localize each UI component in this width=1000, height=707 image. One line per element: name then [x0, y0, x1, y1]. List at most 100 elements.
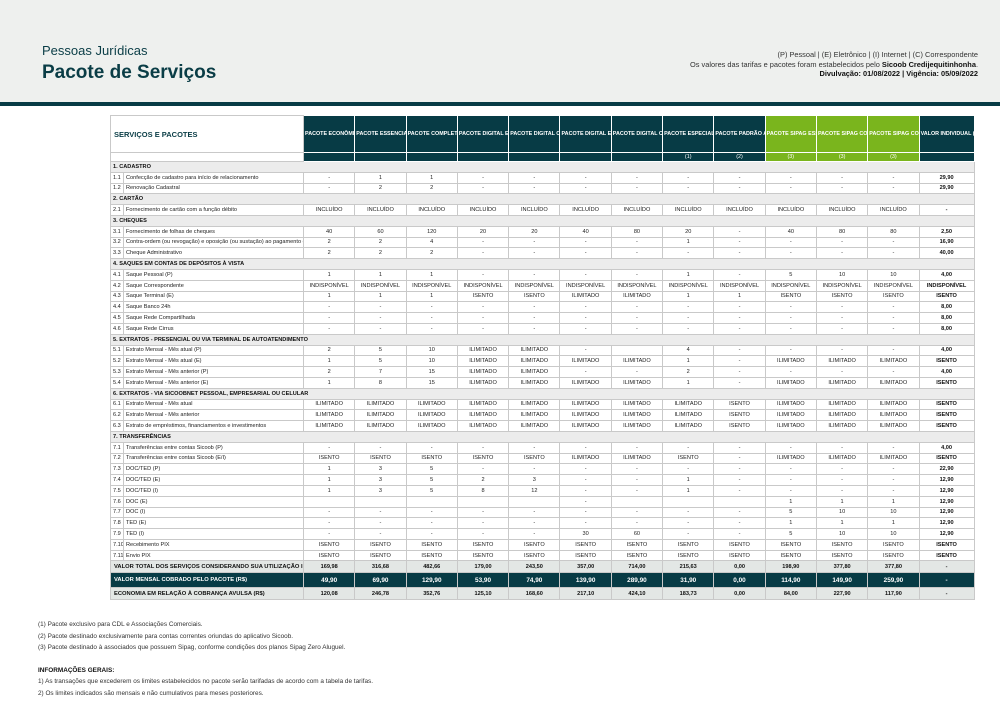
- value-cell: -: [456, 517, 510, 530]
- marker-row: (1) (2) (3) (3) (3): [110, 152, 975, 162]
- value-cell: 4: [662, 344, 715, 357]
- individual-value-cell: 4,00: [918, 441, 975, 454]
- value-cell: -: [610, 171, 664, 184]
- column-header: PACOTE ECONÔMICO: [302, 115, 356, 153]
- value-cell: -: [559, 301, 612, 314]
- value-cell: ILIMITADO: [662, 398, 715, 411]
- totals-value: 377,80: [867, 560, 920, 574]
- value-cell: ISENTO: [405, 452, 458, 465]
- totals-value: 114,90: [764, 572, 817, 589]
- value-cell: 60: [354, 225, 407, 238]
- row-description: DOC/TED (I): [123, 484, 304, 497]
- value-cell: -: [713, 247, 766, 260]
- totals-label: VALOR MENSAL COBRADO PELO PACOTE (R$): [110, 572, 304, 589]
- value-cell: -: [456, 182, 510, 195]
- value-cell: -: [354, 517, 407, 530]
- value-cell: -: [764, 366, 817, 378]
- section-row: 1. CADASTRO: [110, 161, 975, 173]
- value-cell: INCLUÍDO: [764, 204, 817, 216]
- value-cell: ISENTO: [559, 549, 612, 562]
- value-cell: ISENTO: [405, 538, 458, 551]
- value-cell: -: [713, 236, 766, 249]
- row-number: 5.2: [110, 355, 124, 368]
- value-cell: -: [867, 441, 920, 454]
- row-description: Fornecimento de cartão com a função débi…: [123, 204, 304, 216]
- value-cell: ILIMITADO: [662, 409, 715, 422]
- value-cell: -: [867, 247, 920, 260]
- table-row: 3.2 Contra-ordem (ou revogação) e oposiçã…: [110, 236, 975, 249]
- row-description: Fornecimento de folhas de cheques: [123, 225, 304, 238]
- value-cell: -: [610, 506, 664, 519]
- value-cell: -: [559, 182, 612, 195]
- row-number: 4.5: [110, 312, 124, 324]
- value-cell: 10: [815, 268, 869, 281]
- value-cell: -: [302, 322, 356, 335]
- column-marker: [918, 152, 975, 162]
- value-cell: -: [764, 322, 817, 335]
- row-description: DOC (I): [123, 506, 304, 519]
- value-cell: 1: [662, 484, 715, 497]
- value-cell: [405, 495, 458, 508]
- value-cell: ILIMITADO: [764, 376, 817, 389]
- value-cell: ISENTO: [508, 538, 561, 551]
- value-cell: -: [405, 441, 458, 454]
- value-cell: INCLUÍDO: [559, 204, 612, 216]
- value-cell: -: [662, 463, 715, 476]
- value-cell: ISENTO: [354, 452, 407, 465]
- totals-value: 352,76: [405, 587, 458, 601]
- table-row: 7.3 DOC/TED (P) 1 3 5- - - - - - - - -22,90: [110, 463, 975, 476]
- totals-value: 215,63: [662, 560, 715, 574]
- value-cell: -: [508, 268, 561, 281]
- value-cell: 3: [354, 484, 407, 497]
- column-header: PACOTE DIGITAL COMPLETO: [508, 115, 561, 153]
- row-description: Saque Pessoal (P): [123, 268, 304, 281]
- totals-value: 169,98: [302, 560, 356, 574]
- value-cell: ILIMITADO: [815, 409, 869, 422]
- value-cell: ILIMITADO: [764, 355, 817, 368]
- value-cell: ILIMITADO: [610, 452, 664, 465]
- value-cell: -: [662, 312, 715, 324]
- totals-value: 74,90: [508, 572, 561, 589]
- table-row: 7.6 DOC (E) -1 1 1 12,90: [110, 495, 975, 508]
- value-cell: -: [559, 463, 612, 476]
- value-cell: -: [662, 171, 715, 184]
- row-description: Extrato Mensal - Mês anterior: [123, 409, 304, 422]
- value-cell: -: [302, 441, 356, 454]
- institution-name: Sicoob Credijequitinhonha: [881, 59, 976, 69]
- individual-value-cell: 12,90: [918, 474, 975, 486]
- column-header: PACOTE DIGITAL ESSENCIAL: [456, 115, 510, 153]
- individual-value-cell: 12,90: [918, 495, 975, 508]
- individual-value-cell: 12,90: [918, 506, 975, 519]
- row-description: Transferências entre contas Sicoob (P): [123, 441, 304, 454]
- totals-value: 183,73: [662, 587, 715, 601]
- general-info-item: 2) Os limites indicados são mensais e nã…: [38, 689, 264, 697]
- value-cell: INDISPONÍVEL: [815, 279, 869, 292]
- individual-value-cell: ISENTO: [918, 409, 975, 422]
- column-header: PACOTE COMPLETO: [405, 115, 458, 153]
- value-cell: INCLUÍDO: [456, 204, 510, 216]
- value-cell: -: [354, 528, 407, 540]
- value-cell: 10: [867, 268, 920, 281]
- value-cell: -: [815, 236, 869, 249]
- value-cell: -: [559, 236, 612, 249]
- row-description: Extrato Mensal - Mês atual: [123, 398, 304, 411]
- individual-value-cell: ISENTO: [918, 538, 975, 551]
- value-cell: 1: [405, 268, 458, 281]
- totals-value: 49,90: [302, 572, 356, 589]
- value-cell: -: [713, 301, 766, 314]
- value-cell: -: [559, 474, 612, 486]
- page-title: Pacote de Serviços: [42, 62, 217, 83]
- column-marker: [456, 152, 510, 162]
- value-cell: ISENTO: [867, 538, 920, 551]
- value-cell: ILIMITADO: [456, 355, 510, 368]
- value-cell: 1: [662, 474, 715, 486]
- section-title: 1. CADASTRO: [110, 161, 975, 173]
- footnote: (3) Pacote destinado à associados que po…: [38, 644, 346, 652]
- value-cell: INDISPONÍVEL: [559, 279, 612, 292]
- value-cell: ILIMITADO: [610, 355, 664, 368]
- value-cell: ILIMITADO: [405, 409, 458, 422]
- value-cell: ILIMITADO: [302, 420, 356, 432]
- value-cell: ISENTO: [764, 290, 817, 303]
- value-cell: -: [508, 312, 561, 324]
